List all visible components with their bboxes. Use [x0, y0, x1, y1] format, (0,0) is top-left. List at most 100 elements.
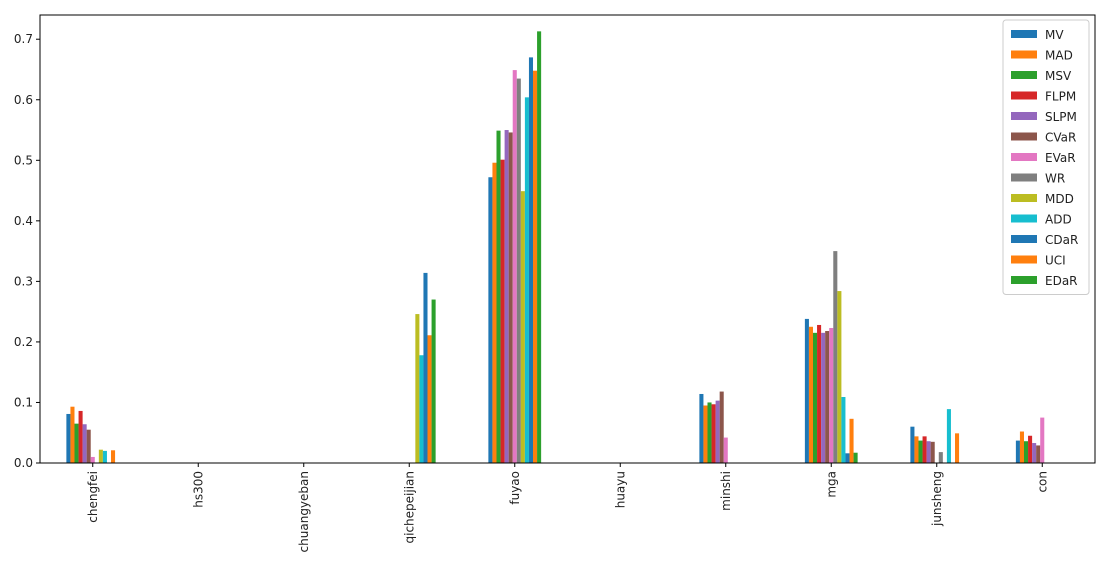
legend-box — [1002, 19, 1090, 295]
legend-label-mv: MV — [1045, 28, 1064, 42]
legend-label-cdar: CDaR — [1045, 233, 1078, 247]
bar-add-qichepeijian — [419, 355, 424, 463]
legend-label-edar: EDaR — [1045, 274, 1078, 288]
bar-mv-minshi — [699, 393, 704, 463]
bar-evar-fuyao — [512, 70, 517, 463]
bar-wr-mga — [833, 251, 838, 463]
bar-edar-fuyao — [537, 31, 542, 463]
bar-uci-chengfei — [111, 450, 116, 463]
bar-flpm-fuyao — [500, 159, 505, 463]
bar-evar-con — [1040, 417, 1045, 463]
legend: MV MAD MSV FLPM SLPM CVaR EVaR WR MDD ADD CDaR UCI E… — [1002, 19, 1090, 295]
bar-mdd-mga — [837, 291, 842, 463]
bar-slpm-mga — [821, 332, 826, 463]
y-tick-label: 0.0 — [14, 456, 33, 470]
y-tick-label: 0.6 — [14, 93, 33, 107]
legend-swatch-mdd — [1011, 194, 1037, 202]
bar-edar-qichepeijian — [431, 299, 436, 463]
legend-label-mdd: MDD — [1045, 192, 1074, 206]
x-tick-label-mga: mga — [824, 471, 838, 498]
bar-slpm-minshi — [715, 400, 720, 463]
x-axis: chengfei hs300 chuangyeban qichepeijian fuya… — [86, 463, 1049, 552]
y-tick-label: 0.1 — [14, 395, 33, 409]
legend-label-msv: MSV — [1045, 69, 1072, 83]
plot-frame — [39, 14, 1096, 464]
bar-cvar-minshi — [719, 391, 724, 463]
bar-evar-minshi — [723, 437, 728, 463]
bar-msv-minshi — [707, 402, 712, 463]
bar-mad-chengfei — [70, 406, 75, 463]
bar-slpm-fuyao — [504, 130, 509, 463]
bar-uci-junsheng — [955, 433, 960, 463]
legend-swatch-add — [1011, 214, 1037, 223]
bar-msv-chengfei — [74, 423, 79, 463]
bar-mv-junsheng — [910, 426, 915, 463]
y-tick-label: 0.4 — [14, 214, 33, 228]
bar-msv-fuyao — [496, 130, 501, 463]
legend-label-mad: MAD — [1045, 49, 1073, 63]
bar-mv-con — [1015, 440, 1020, 463]
bar-evar-mga — [829, 327, 834, 463]
legend-swatch-flpm — [1011, 91, 1037, 100]
x-tick-label-chengfei: chengfei — [86, 471, 100, 523]
bar-msv-con — [1023, 441, 1029, 463]
bar-add-chengfei — [102, 450, 107, 463]
bar-flpm-chengfei — [78, 410, 83, 463]
bar-uci-mga — [849, 418, 854, 463]
bar-cdar-qichepeijian — [423, 272, 428, 463]
legend-swatch-evar — [1011, 153, 1037, 161]
bar-wr-fuyao — [516, 78, 521, 463]
x-tick-label-minshi: minshi — [719, 471, 733, 511]
legend-label-add: ADD — [1045, 213, 1072, 227]
x-tick-label-junsheng: junsheng — [930, 471, 944, 527]
bar-mv-mga — [804, 318, 809, 463]
bar-uci-qichepeijian — [427, 335, 432, 463]
x-tick-label-fuyao: fuyao — [508, 471, 522, 505]
bar-flpm-con — [1028, 435, 1033, 463]
bar-cdar-mga — [845, 453, 850, 463]
bar-cvar-con — [1036, 445, 1041, 463]
legend-label-cvar: CVaR — [1045, 131, 1076, 145]
bar-edar-mga — [853, 452, 858, 463]
legend-label-flpm: FLPM — [1045, 90, 1076, 104]
x-tick-label-huayu: huayu — [613, 471, 627, 508]
legend-swatch-mv — [1011, 30, 1037, 38]
x-tick-label-con: con — [1035, 471, 1049, 493]
bar-slpm-con — [1032, 443, 1037, 463]
legend-label-uci: UCI — [1045, 254, 1066, 268]
bar-mdd-chengfei — [98, 449, 103, 463]
legend-label-slpm: SLPM — [1045, 110, 1077, 124]
bar-mv-fuyao — [488, 177, 493, 463]
bar-evar-chengfei — [90, 456, 95, 463]
y-tick-label: 0.2 — [14, 335, 33, 349]
bar-flpm-mga — [817, 324, 822, 463]
legend-swatch-edar — [1011, 276, 1037, 284]
bar-wr-junsheng — [938, 452, 943, 463]
bar-mad-junsheng — [914, 436, 919, 463]
bar-cdar-fuyao — [528, 57, 534, 463]
y-tick-label: 0.3 — [14, 274, 33, 288]
legend-swatch-uci — [1011, 255, 1037, 264]
y-tick-label: 0.5 — [14, 153, 33, 167]
legend-label-wr: WR — [1045, 172, 1065, 186]
legend-label-evar: EVaR — [1045, 151, 1076, 165]
legend-swatch-cvar — [1011, 132, 1037, 141]
bar-flpm-minshi — [711, 404, 716, 463]
y-tick-label: 0.7 — [14, 32, 33, 46]
bar-flpm-junsheng — [922, 436, 927, 463]
bar-mv-chengfei — [66, 413, 71, 463]
bar-mdd-qichepeijian — [415, 314, 420, 463]
bar-mad-minshi — [703, 405, 708, 463]
bar-mdd-fuyao — [520, 191, 525, 464]
bar-uci-fuyao — [533, 70, 538, 463]
legend-swatch-msv — [1011, 71, 1037, 79]
legend-swatch-cdar — [1011, 235, 1037, 243]
bars-layer — [66, 31, 1045, 464]
bar-slpm-junsheng — [926, 441, 931, 463]
bar-cvar-chengfei — [86, 429, 91, 463]
bar-slpm-chengfei — [82, 424, 87, 463]
bar-cvar-mga — [825, 331, 830, 463]
x-tick-label-chuangyeban: chuangyeban — [297, 471, 311, 552]
bar-add-fuyao — [524, 97, 529, 463]
